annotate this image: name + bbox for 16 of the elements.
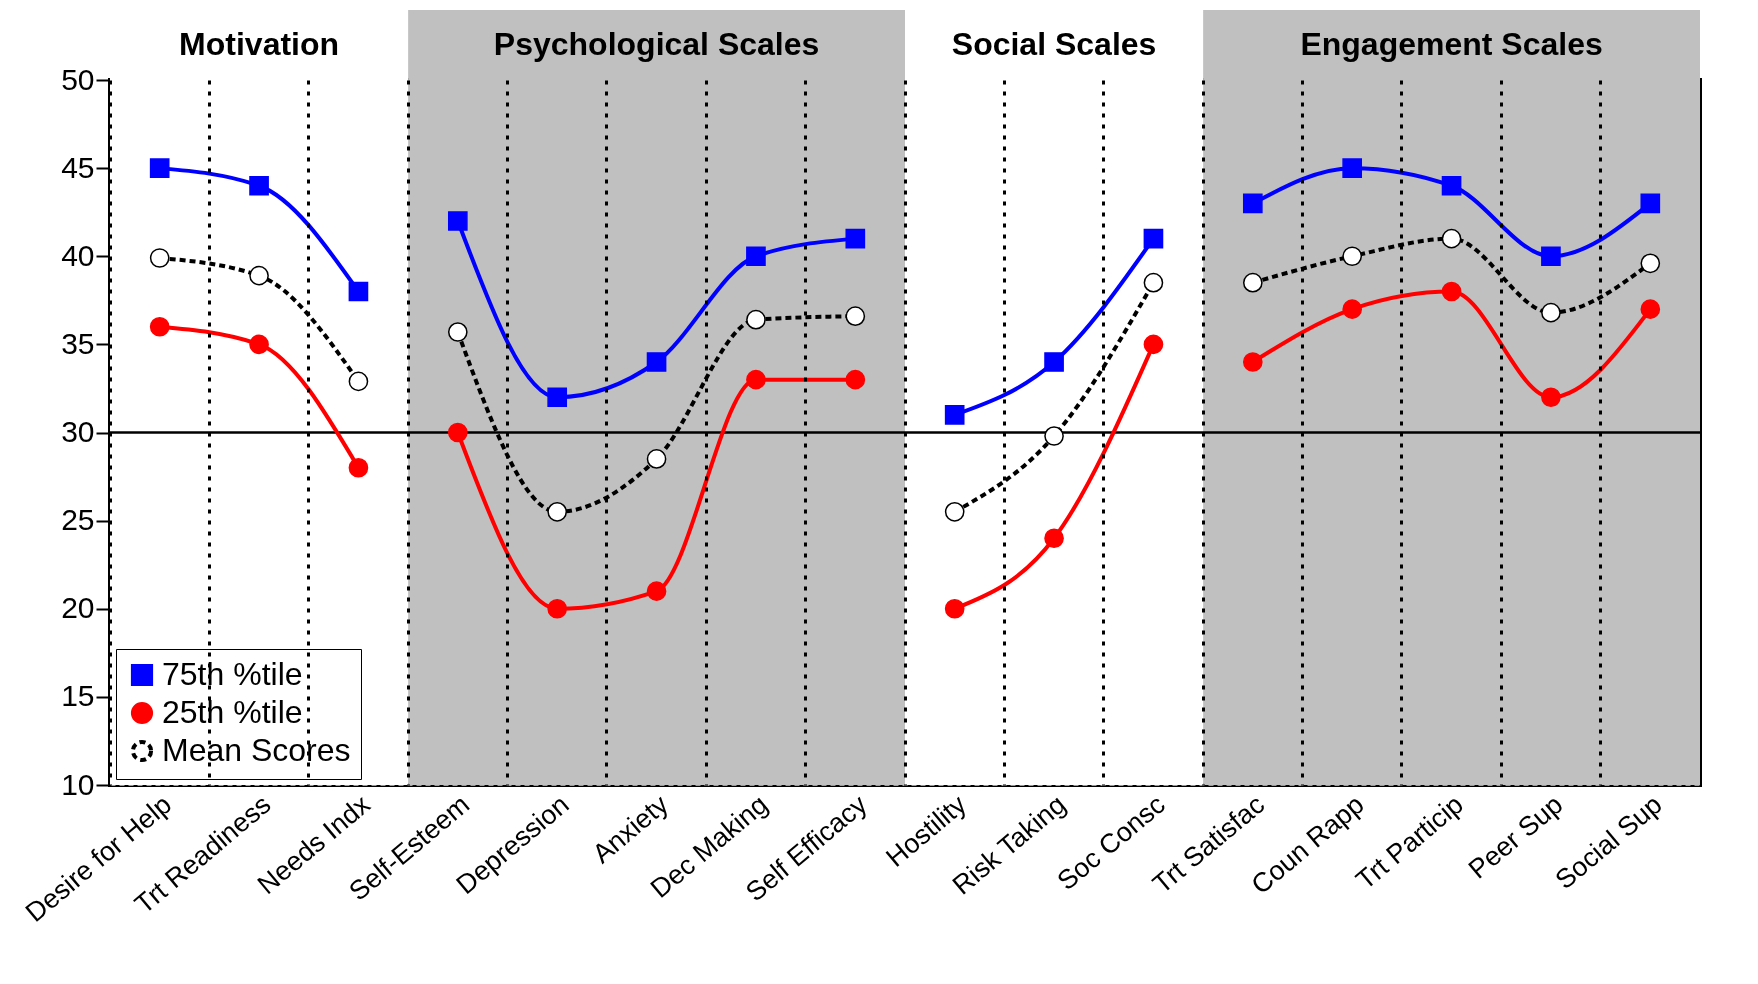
band-label: Social Scales xyxy=(951,26,1157,62)
y-tick-label: 30 xyxy=(61,415,95,448)
band-label: Engagement Scales xyxy=(1300,26,1603,62)
y-tick-label: 20 xyxy=(61,591,95,625)
legend-label: 25th %tile xyxy=(162,694,303,730)
band-label: Psychological Scales xyxy=(493,26,820,62)
y-tick-label: 50 xyxy=(61,62,95,96)
y-tick-label: 10 xyxy=(61,767,95,801)
legend-label: Mean Scores xyxy=(162,732,351,768)
band-label: Motivation xyxy=(179,26,340,62)
y-tick-label: 40 xyxy=(61,238,95,272)
legend-label: 75th %tile xyxy=(162,656,303,692)
y-tick-label: 15 xyxy=(61,679,95,713)
y-tick-label: 45 xyxy=(61,150,95,184)
y-tick-label: 25 xyxy=(61,503,95,537)
y-tick-label: 35 xyxy=(61,326,95,360)
